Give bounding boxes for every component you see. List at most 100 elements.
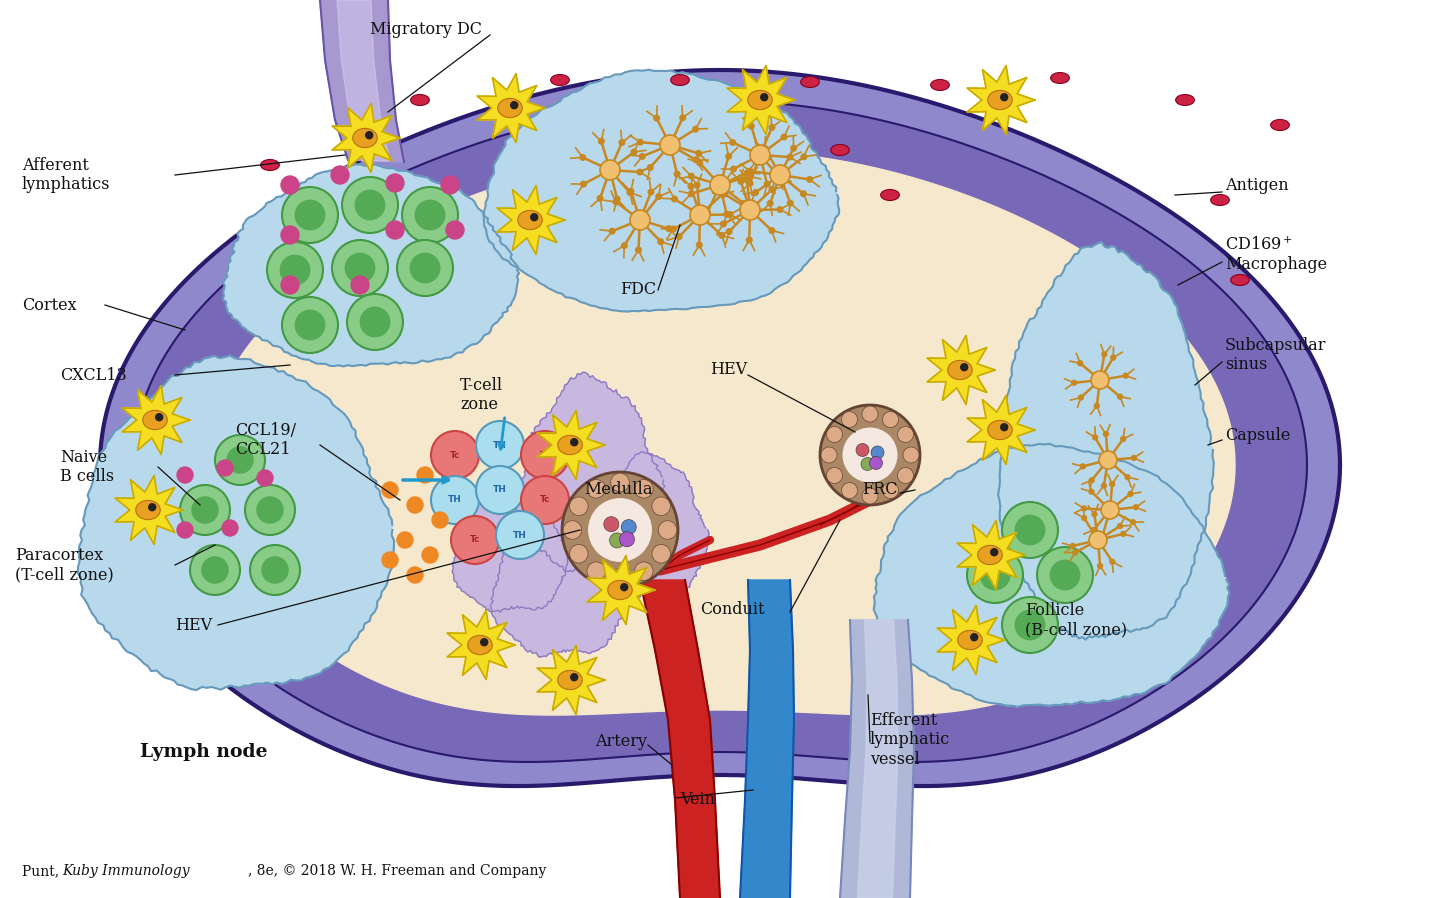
Circle shape [1101, 501, 1119, 519]
Circle shape [1080, 463, 1085, 470]
Text: Paracortex
(T-cell zone): Paracortex (T-cell zone) [14, 547, 114, 584]
Circle shape [1093, 435, 1098, 441]
Circle shape [1088, 477, 1095, 483]
Circle shape [355, 189, 385, 220]
Circle shape [580, 154, 587, 161]
Text: CD169$^+$
Macrophage: CD169$^+$ Macrophage [1224, 236, 1327, 274]
Circle shape [764, 180, 771, 188]
Ellipse shape [143, 410, 167, 429]
Circle shape [862, 488, 878, 504]
Text: TH: TH [493, 486, 507, 495]
Circle shape [1120, 531, 1126, 537]
Circle shape [587, 562, 606, 580]
Ellipse shape [261, 160, 280, 171]
Circle shape [648, 189, 655, 196]
Polygon shape [497, 186, 565, 254]
Circle shape [191, 497, 219, 524]
Circle shape [294, 310, 326, 340]
Circle shape [1014, 610, 1045, 640]
Circle shape [856, 444, 869, 456]
Ellipse shape [748, 91, 772, 110]
Circle shape [1120, 436, 1126, 442]
Circle shape [826, 468, 842, 483]
Text: HEV: HEV [710, 362, 748, 378]
Circle shape [610, 568, 629, 586]
Circle shape [569, 544, 588, 563]
Text: Artery: Artery [596, 734, 648, 751]
Circle shape [826, 427, 842, 443]
Polygon shape [100, 70, 1340, 786]
Circle shape [759, 93, 768, 101]
Circle shape [652, 544, 671, 563]
Polygon shape [538, 410, 606, 480]
Circle shape [746, 168, 753, 174]
Circle shape [564, 521, 581, 540]
Text: Cortex: Cortex [22, 296, 77, 313]
Circle shape [580, 180, 587, 188]
Circle shape [401, 187, 458, 243]
Circle shape [966, 547, 1023, 603]
Polygon shape [727, 66, 796, 135]
Circle shape [365, 131, 374, 139]
Circle shape [746, 236, 753, 243]
Circle shape [781, 134, 787, 140]
Circle shape [990, 548, 998, 557]
Text: TH: TH [448, 496, 462, 505]
Circle shape [622, 520, 636, 534]
Circle shape [630, 148, 638, 155]
Circle shape [777, 174, 784, 181]
Circle shape [871, 446, 884, 459]
Ellipse shape [498, 99, 522, 118]
Circle shape [752, 189, 759, 196]
Circle shape [604, 516, 619, 532]
Ellipse shape [801, 76, 819, 87]
Circle shape [669, 225, 677, 233]
Circle shape [694, 181, 700, 189]
Circle shape [762, 145, 769, 153]
Circle shape [245, 485, 296, 535]
Circle shape [180, 485, 230, 535]
Circle shape [256, 470, 272, 486]
Circle shape [190, 545, 241, 595]
Circle shape [148, 503, 156, 511]
Ellipse shape [988, 420, 1013, 440]
Circle shape [861, 457, 874, 471]
Circle shape [693, 156, 700, 163]
Circle shape [432, 512, 448, 528]
Text: Efferent
lymphatic
vessel: Efferent lymphatic vessel [869, 712, 951, 768]
Circle shape [1094, 402, 1100, 409]
Text: Antigen: Antigen [1224, 177, 1288, 193]
Polygon shape [874, 444, 1230, 707]
Circle shape [480, 638, 488, 647]
Circle shape [767, 200, 774, 207]
Ellipse shape [881, 189, 900, 200]
Circle shape [1003, 502, 1058, 558]
Polygon shape [927, 336, 995, 404]
Circle shape [477, 466, 525, 514]
Polygon shape [490, 492, 630, 657]
Circle shape [226, 446, 254, 474]
Circle shape [256, 497, 284, 524]
Text: FRC: FRC [862, 481, 897, 498]
Circle shape [214, 435, 265, 485]
Ellipse shape [978, 545, 1003, 565]
Circle shape [177, 467, 193, 483]
Circle shape [609, 228, 616, 234]
Polygon shape [840, 620, 914, 898]
Circle shape [1124, 474, 1130, 480]
Ellipse shape [1271, 119, 1290, 130]
Circle shape [155, 413, 164, 421]
Circle shape [635, 246, 642, 253]
Circle shape [869, 456, 882, 470]
Circle shape [1091, 371, 1108, 389]
Circle shape [522, 476, 569, 524]
Circle shape [351, 276, 369, 294]
Circle shape [1000, 423, 1009, 431]
Circle shape [696, 150, 703, 157]
Circle shape [222, 520, 238, 536]
Circle shape [903, 447, 919, 463]
Circle shape [1110, 355, 1116, 361]
Text: Medulla: Medulla [584, 481, 652, 498]
Circle shape [897, 468, 913, 483]
Polygon shape [516, 373, 665, 572]
